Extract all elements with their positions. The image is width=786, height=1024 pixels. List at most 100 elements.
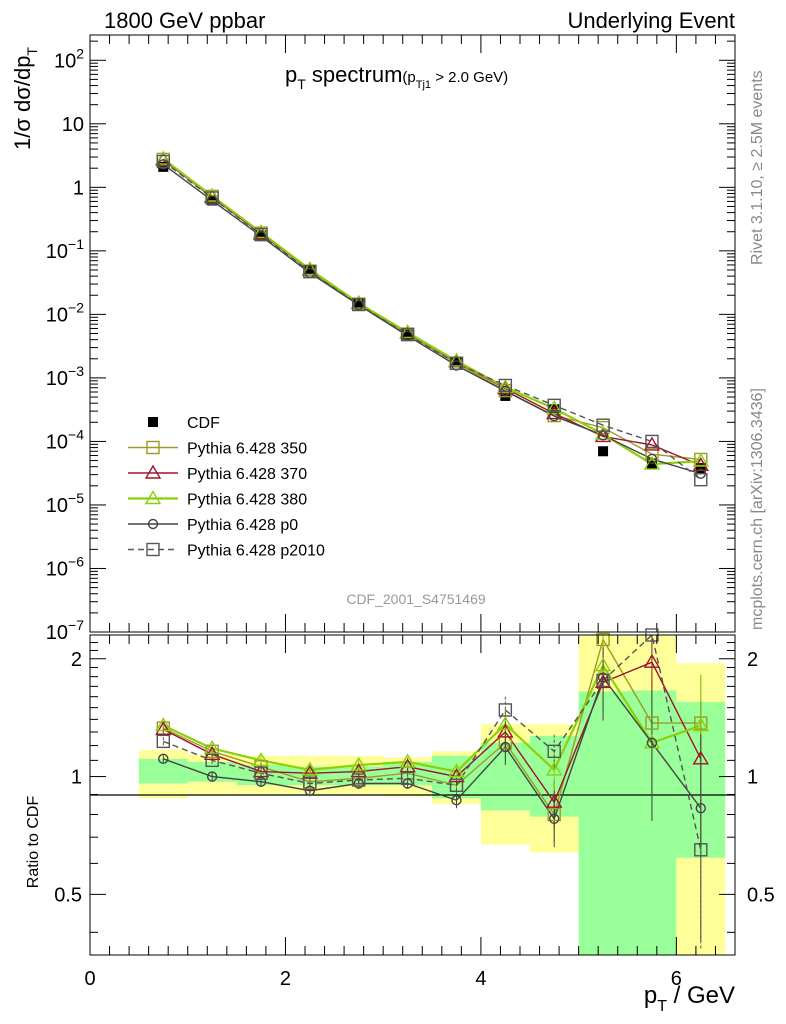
main-series-line <box>162 158 701 461</box>
main-point <box>692 456 710 472</box>
main-y-tick-label: 1 <box>73 177 84 199</box>
ratio-point <box>156 734 170 749</box>
ratio-point <box>252 763 270 778</box>
ratio-point <box>353 778 364 789</box>
legend-marker <box>148 417 158 427</box>
ratio-point <box>301 761 319 776</box>
ratio-point <box>352 773 366 787</box>
ratio-point <box>402 778 413 789</box>
ratio-point <box>400 771 415 785</box>
main-point <box>643 436 661 451</box>
ratio-y-tick-label: 2 <box>71 649 82 671</box>
ratio-point <box>254 766 268 780</box>
ratio-x-tick-label: 4 <box>475 968 486 990</box>
ratio-point <box>545 793 563 808</box>
main-point <box>156 154 170 169</box>
legend-label: Pythia 6.428 p0 <box>187 517 298 534</box>
legend: CDF Pythia 6.428 350 Pythia 6.428 370 Pythi… <box>128 415 325 560</box>
source-label: mcplots.cern.ch [arXiv:1306.3436] <box>749 388 766 630</box>
main-point <box>206 195 218 206</box>
main-series-markers <box>155 150 710 487</box>
main-point <box>256 230 267 241</box>
main-point <box>303 264 317 279</box>
main-series-lines <box>162 158 702 481</box>
ratio-point <box>350 756 367 771</box>
ratio-series-line <box>162 663 702 773</box>
main-point <box>304 265 315 276</box>
ratio-x-ticks: 0 2 4 6 <box>84 635 736 990</box>
ratio-point <box>498 703 513 717</box>
main-y-tick-label: 10−4 <box>46 426 84 453</box>
main-point <box>203 187 221 202</box>
main-point <box>301 261 319 276</box>
ratio-panel: 0.5 0.5 1 1 2 2 0 2 4 6 Ratio to CDF pT / GeV <box>25 628 775 1015</box>
main-series-line <box>162 160 702 481</box>
ratio-y-tick-label-right: 2 <box>747 649 758 671</box>
main-point <box>694 472 708 487</box>
ratio-y-tick-label-right: 1 <box>747 767 758 789</box>
legend-marker <box>144 490 162 505</box>
ratio-x-tick-label: 6 <box>671 968 682 990</box>
main-point <box>643 455 661 470</box>
ratio-point <box>692 750 710 765</box>
ratio-point <box>303 776 317 791</box>
ratio-point <box>255 776 267 787</box>
main-point <box>498 378 513 393</box>
ratio-point <box>497 723 514 738</box>
main-y-tick-label: 10−2 <box>46 299 84 326</box>
main-y-tick-label: 102 <box>54 45 84 72</box>
ratio-point <box>545 761 563 776</box>
watermark: CDF_2001_S4751469 <box>346 591 486 607</box>
ratio-point <box>203 740 221 755</box>
main-y-tick-label: 10 <box>62 114 84 136</box>
ratio-point <box>596 632 610 647</box>
main-point <box>155 150 172 165</box>
main-point <box>252 224 270 239</box>
main-point <box>545 400 563 415</box>
main-point <box>254 227 268 242</box>
main-y-label: 1/σ dσ/dpT <box>10 47 40 150</box>
main-point <box>448 352 465 367</box>
ratio-y-label: Ratio to CDF <box>25 796 42 889</box>
main-y-ticks: 10−7 10−6 10−5 10−4 10−3 10−2 10−1 1 10 102 <box>46 40 735 644</box>
main-point <box>695 463 706 474</box>
ratio-point <box>399 753 416 768</box>
legend-label: CDF <box>187 415 220 432</box>
legend-marker <box>146 440 160 455</box>
ratio-point <box>448 763 465 778</box>
ratio-y-ticks: 0.5 0.5 1 1 2 2 <box>54 642 775 933</box>
ratio-point <box>549 813 560 824</box>
ratio-point <box>646 737 658 748</box>
main-point <box>353 299 364 310</box>
main-x-ticks <box>89 35 736 632</box>
ratio-point <box>645 716 659 730</box>
ratio-point <box>252 751 270 767</box>
ratio-point <box>596 673 610 688</box>
main-point <box>646 453 658 465</box>
ratio-x-tick-label: 0 <box>84 968 95 990</box>
ratio-point <box>643 653 661 668</box>
ratio-x-tick-label: 2 <box>280 968 291 990</box>
main-point <box>451 356 462 367</box>
main-point <box>352 297 366 312</box>
legend-label: Pythia 6.428 350 <box>187 441 307 458</box>
ratio-point <box>497 715 514 731</box>
legend-marker <box>146 542 160 557</box>
main-point <box>596 418 610 432</box>
main-point <box>353 299 364 311</box>
main-point <box>547 398 561 413</box>
main-series-line <box>162 158 701 466</box>
main-point <box>402 329 413 340</box>
header-left: 1800 GeV ppbar <box>104 8 265 33</box>
ratio-y-tick-label-right: 0.5 <box>747 884 775 906</box>
main-point <box>645 434 659 449</box>
main-y-tick-label: 10−6 <box>46 553 84 580</box>
legend-marker <box>144 464 162 479</box>
main-point <box>692 452 710 467</box>
ratio-point <box>597 672 609 683</box>
ratio-series-line <box>162 637 701 817</box>
ratio-point <box>547 744 561 759</box>
header-right: Underlying Event <box>567 8 735 33</box>
ratio-point <box>695 803 706 814</box>
ratio-point <box>206 771 218 782</box>
